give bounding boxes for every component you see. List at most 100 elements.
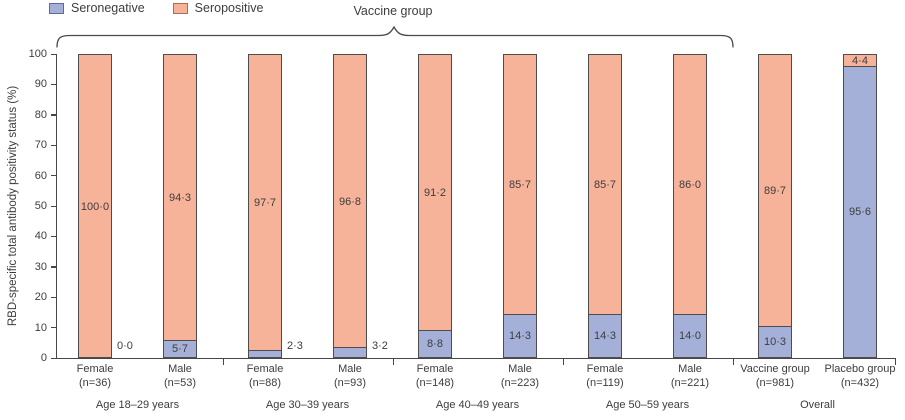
stacked-bar: 94·3 5·7 [163, 54, 197, 358]
stacked-bar: 85·7 14·3 [588, 54, 622, 358]
seronegative-segment [504, 313, 536, 357]
seropositive-value-label: 94·3 [168, 191, 192, 204]
y-axis-tick [50, 175, 56, 177]
seropositive-value-label: 97·7 [253, 197, 277, 209]
y-tick-label: 10 [34, 321, 47, 334]
legend-item-seropositive: Seropositive [172, 1, 264, 15]
age-group-label: Age 30–39 years [265, 399, 350, 411]
bar-n-label: (n=981) [755, 377, 795, 389]
bar-category-label: Vaccine group [740, 363, 810, 375]
seronegative-value-label: 3·2 [372, 340, 388, 352]
seronegative-value-label: 14·3 [508, 329, 532, 342]
seronegative-swatch-icon [49, 2, 64, 14]
stacked-bar: 4·4 95·6 [843, 54, 877, 358]
seronegative-value-label: 5·7 [172, 342, 188, 355]
bar-n-label: (n=221) [670, 377, 710, 389]
group-separator-tick [222, 359, 224, 365]
seropositive-value-label: 85·7 [508, 178, 532, 191]
seropositive-value-label: 86·0 [678, 179, 702, 192]
bar-category-label: Placebo group [824, 363, 896, 375]
x-axis-line [55, 358, 897, 360]
seronegative-segment [419, 330, 451, 357]
y-tick-label: 40 [34, 230, 47, 243]
y-axis-line [55, 54, 57, 359]
age-group-label: Age 50–59 years [605, 399, 690, 411]
y-tick-label: 100 [28, 48, 47, 60]
y-tick-label: 90 [34, 78, 47, 91]
bar-category-label: Male [168, 363, 192, 375]
y-tick-label: 70 [34, 139, 47, 152]
x-axis-end-tick [895, 359, 897, 365]
bar-category-label: Female [246, 363, 284, 375]
group-separator-tick [562, 359, 564, 365]
legend: Seronegative Seropositive [49, 1, 263, 15]
group-separator-tick [732, 359, 734, 365]
bar-n-label: (n=53) [163, 377, 197, 389]
y-axis-tick [50, 53, 56, 55]
bar-category-label: Female [416, 363, 454, 375]
bar-category-label: Male [678, 363, 702, 375]
seropositive-swatch-icon [172, 2, 188, 14]
age-group-label: Overall [800, 399, 835, 411]
seronegative-segment [334, 347, 366, 357]
seronegative-segment [249, 350, 281, 357]
seronegative-value-label: 14·3 [593, 329, 617, 342]
y-tick-label: 20 [34, 291, 47, 304]
bar-n-label: (n=88) [248, 377, 282, 389]
legend-item-seronegative: Seronegative [49, 1, 145, 15]
y-tick-label: 60 [34, 169, 47, 182]
y-axis-tick [50, 327, 56, 329]
age-group-label: Age 18–29 years [95, 399, 180, 411]
y-tick-label: 30 [34, 260, 47, 273]
seronegative-segment [844, 66, 876, 357]
seropositive-value-label: 85·7 [593, 178, 617, 191]
y-tick-label: 80 [34, 108, 47, 121]
age-group-label: Age 40–49 years [435, 399, 520, 411]
seropositive-value-label: 4·4 [852, 55, 868, 68]
seronegative-value-label: 10·3 [763, 335, 787, 348]
seronegative-segment [164, 339, 196, 357]
bar-category-label: Male [508, 363, 532, 375]
seronegative-segment [674, 314, 706, 357]
bar-category-label: Female [76, 363, 114, 375]
y-tick-label: 0 [40, 352, 47, 364]
group-separator-tick [392, 359, 394, 365]
stacked-bar: 86·0 14·0 [673, 54, 707, 358]
y-axis-tick [50, 266, 56, 268]
stacked-bar: 91·2 8·8 [418, 54, 452, 358]
bar-n-label: (n=148) [415, 377, 455, 389]
legend-label-seronegative: Seronegative [71, 1, 145, 15]
y-axis-tick [50, 296, 56, 298]
y-tick-label: 50 [34, 200, 47, 212]
y-axis-tick [50, 357, 56, 359]
bar-n-label: (n=36) [78, 377, 112, 389]
seronegative-value-label: 14·0 [678, 330, 702, 343]
stacked-bar: 89·7 10·3 [758, 54, 792, 358]
y-axis-tick [50, 114, 56, 116]
bar-category-label: Male [338, 363, 362, 375]
seronegative-value-label: 2·3 [287, 340, 303, 352]
seropositive-value-label: 89·7 [763, 184, 787, 197]
legend-label-seropositive: Seropositive [194, 1, 264, 15]
y-axis-tick [50, 235, 56, 238]
stacked-bar: 100·0 [78, 54, 112, 358]
y-axis-tick [50, 83, 56, 86]
bar-n-label: (n=432) [840, 377, 880, 389]
bar-n-label: (n=223) [500, 377, 540, 389]
bar-n-label: (n=119) [586, 377, 624, 389]
bar-category-label: Female [586, 363, 624, 375]
vaccine-group-annotation: Vaccine group [353, 4, 433, 18]
bar-n-label: (n=93) [333, 377, 367, 389]
seropositive-value-label: 91·2 [423, 187, 447, 200]
y-axis-tick [50, 205, 56, 207]
seropositive-value-label: 100·0 [80, 200, 110, 213]
stacked-bar: 97·7 [248, 54, 282, 358]
seronegative-value-label: 0·0 [117, 340, 133, 352]
y-axis-tick [50, 144, 56, 146]
seropositive-value-label: 96·8 [338, 195, 362, 208]
stacked-bar: 85·7 14·3 [503, 54, 537, 358]
seronegative-value-label: 8·8 [427, 338, 443, 351]
seronegative-segment [589, 313, 621, 357]
